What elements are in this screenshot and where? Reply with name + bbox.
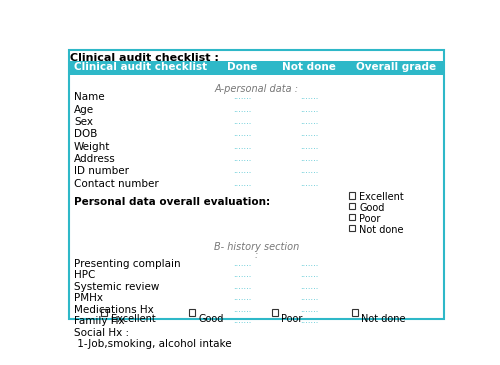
Text: :: : [254,250,258,260]
Text: Good: Good [360,203,384,213]
Text: Name: Name [74,92,105,102]
Text: .......: ....... [300,129,318,138]
Text: 1-Job,smoking, alcohol intake: 1-Job,smoking, alcohol intake [74,339,232,349]
Text: Systemic review: Systemic review [74,282,160,292]
Text: Address: Address [74,154,116,164]
Text: .......: ....... [233,92,252,101]
Text: Clinical audit checklist: Clinical audit checklist [74,62,208,72]
Text: Medications Hx: Medications Hx [74,305,154,315]
Text: Family Hx: Family Hx [74,316,125,326]
Text: Not done: Not done [282,62,336,72]
Text: Age: Age [74,105,94,115]
Text: Excellent: Excellent [110,314,156,324]
Text: .......: ....... [233,316,252,325]
Text: .......: ....... [300,270,318,279]
Text: .......: ....... [300,178,318,188]
Text: .......: ....... [300,92,318,101]
Text: Not done: Not done [361,314,406,324]
Bar [352,310,358,316]
Bar [349,192,356,199]
Text: Not done: Not done [360,225,404,235]
Text: PMHx: PMHx [74,293,103,303]
Text: .......: ....... [233,270,252,279]
Text: .......: ....... [233,178,252,188]
Text: Weight: Weight [74,142,110,151]
Text: .......: ....... [300,166,318,175]
Bar [101,310,107,316]
Bar [349,225,356,231]
Text: Good: Good [198,314,224,324]
Bar [68,61,444,74]
Text: .......: ....... [300,154,318,163]
Text: .......: ....... [300,259,318,268]
Text: DOB: DOB [74,129,98,139]
Text: .......: ....... [233,129,252,138]
Text: .......: ....... [233,166,252,175]
Text: .......: ....... [233,142,252,151]
Text: Clinical audit checklist :: Clinical audit checklist : [70,53,219,63]
Text: .......: ....... [300,316,318,325]
Text: Poor: Poor [281,314,302,324]
Text: B- history section: B- history section [214,242,299,252]
Text: A-personal data :: A-personal data : [214,84,298,94]
Text: Contact number: Contact number [74,178,159,189]
Text: Overall grade: Overall grade [356,62,436,72]
Text: .......: ....... [233,154,252,163]
Text: .......: ....... [233,305,252,314]
Text: Personal data overall evaluation:: Personal data overall evaluation: [74,197,270,207]
Text: Social Hx :: Social Hx : [74,328,129,338]
Text: Excellent: Excellent [360,192,404,203]
Text: Sex: Sex [74,117,93,127]
Text: .......: ....... [233,105,252,114]
Text: .......: ....... [300,105,318,114]
Bar [349,203,356,210]
Text: .......: ....... [300,293,318,302]
Text: HPC: HPC [74,270,96,280]
Text: Done: Done [227,62,258,72]
Text: .......: ....... [233,293,252,302]
Text: .......: ....... [233,259,252,268]
Text: .......: ....... [300,142,318,151]
Bar [189,310,195,316]
Bar [349,214,356,220]
Text: .......: ....... [300,305,318,314]
Text: ID number: ID number [74,166,129,176]
Text: .......: ....... [300,282,318,291]
Text: .......: ....... [233,282,252,291]
Bar [272,310,278,316]
Text: .......: ....... [233,117,252,126]
Text: .......: ....... [300,117,318,126]
Text: Poor: Poor [360,214,380,224]
Text: Presenting complain: Presenting complain [74,259,181,269]
